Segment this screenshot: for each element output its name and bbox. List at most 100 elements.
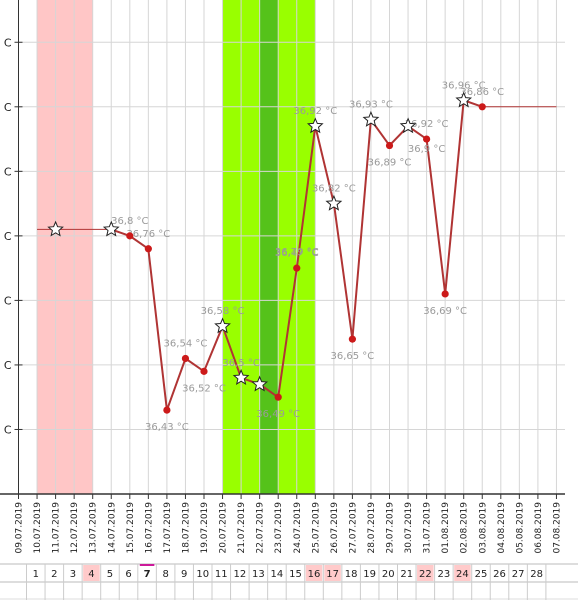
data-label: 36,58 °C — [201, 306, 245, 317]
x-tick-label: 23.07.2019 — [274, 502, 284, 554]
y-tick-label: C — [4, 359, 12, 372]
cycle-day-label: 3 — [70, 569, 76, 580]
cycle-day-label: 8 — [162, 569, 168, 580]
x-tick-label: 19.07.2019 — [200, 502, 210, 554]
chart-grid — [18, 0, 565, 494]
data-label: 36,86 °C — [460, 87, 504, 98]
dot-marker — [348, 335, 356, 343]
cycle-day-label: 9 — [181, 569, 187, 580]
cycle-day-label: 10 — [196, 569, 209, 580]
x-tick-label: 06.08.2019 — [534, 502, 544, 554]
cycle-day-label: 18 — [345, 569, 358, 580]
x-tick-label: 26.07.2019 — [330, 502, 340, 554]
cycle-day-label: 6 — [125, 569, 131, 580]
cycle-day-label: 4 — [88, 569, 94, 580]
x-tick-label: 04.08.2019 — [497, 502, 507, 554]
cycle-day-label: 13 — [252, 569, 265, 580]
data-label: 36,47 °C — [275, 248, 319, 259]
x-tick-label: 11.07.2019 — [52, 502, 62, 554]
dot-marker — [126, 232, 134, 240]
y-tick-label: C — [4, 165, 12, 178]
cycle-day-row: 1 2 3 4 5 6 7 8 9 10 11 12 13 14 15 16 17 18 19 20 21 22 23 24 2… — [0, 563, 578, 600]
cycle-day-label: 23 — [438, 569, 451, 580]
star-marker — [232, 368, 250, 385]
x-tick-label: 05.08.2019 — [515, 502, 525, 554]
cycle-day-highlight — [324, 565, 341, 581]
x-tick-label: 28.07.2019 — [367, 502, 377, 554]
star-marker — [399, 117, 417, 134]
cycle-day-label: 2 — [51, 569, 57, 580]
x-tick-label: 24.07.2019 — [293, 502, 303, 554]
y-tick-label: C — [4, 101, 12, 114]
star-marker — [306, 117, 324, 134]
cycle-day-label: 12 — [233, 569, 246, 580]
x-tick-label: 01.08.2019 — [441, 502, 451, 554]
x-tick-label: 30.07.2019 — [404, 502, 414, 554]
star-marker — [455, 91, 473, 108]
dot-marker — [163, 406, 171, 414]
y-tick-label: C — [4, 36, 12, 49]
x-tick-label: 17.07.2019 — [163, 502, 173, 554]
cycle-day-highlight — [417, 565, 434, 581]
cycle-day-label: 26 — [493, 569, 506, 580]
data-label: 36,79 °C — [275, 247, 319, 258]
data-label: 36,92 °C — [293, 106, 337, 117]
x-tick-label: 18.07.2019 — [181, 502, 191, 554]
chart-axes — [0, 0, 565, 495]
data-label: 36,69 °C — [423, 306, 467, 317]
y-tick-label: C — [4, 294, 12, 307]
data-labels: 36,8 °C 36,76 °C 36,43 °C 36,54 °C 36,52 °C 3… — [111, 80, 504, 433]
x-tick-label: 20.07.2019 — [219, 502, 229, 554]
x-tick-label: 29.07.2019 — [386, 502, 396, 554]
x-tick-label: 10.07.2019 — [33, 502, 43, 554]
dot-marker — [423, 135, 431, 143]
x-tick-label: 27.07.2019 — [348, 502, 358, 554]
data-label: 36,9 °C — [408, 144, 445, 155]
data-label: 36,8 °C — [111, 216, 148, 227]
x-tick-labels: 09.07.2019 10.07.2019 11.07.2019 12.07.2019… — [15, 494, 562, 554]
dot-marker — [441, 290, 449, 298]
dot-marker — [181, 354, 190, 363]
x-tick-label: 31.07.2019 — [423, 502, 433, 554]
cycle-day-label: 15 — [289, 569, 302, 580]
star-marker — [102, 220, 120, 237]
cycle-day-label: 16 — [308, 569, 321, 580]
data-label: 36,54 °C — [164, 338, 208, 349]
x-tick-label: 03.08.2019 — [478, 502, 488, 554]
star-marker — [251, 375, 269, 392]
dot-marker — [478, 103, 486, 111]
cycle-day-highlight — [305, 565, 323, 581]
data-label: 36,5 °C — [222, 358, 259, 369]
y-tick-label: C — [4, 423, 12, 436]
today-marker — [139, 564, 155, 566]
star-marker — [362, 110, 380, 127]
data-label: 36,49 °C — [256, 409, 300, 420]
y-tick-labels: C C C C C C C — [4, 36, 23, 436]
cycle-day-label: 5 — [107, 569, 113, 580]
cycle-day-label: 14 — [271, 569, 284, 580]
cycle-day-label: 20 — [382, 569, 395, 580]
data-label: 36,76 °C — [126, 229, 170, 240]
star-marker — [47, 220, 64, 237]
dot-marker — [144, 245, 152, 253]
cycle-day-label: 27 — [512, 569, 525, 580]
x-tick-label: 09.07.2019 — [15, 502, 25, 554]
data-label: 36,43 °C — [145, 422, 189, 433]
star-marker — [325, 194, 343, 211]
x-tick-label: 21.07.2019 — [237, 502, 247, 554]
phase-band — [259, 0, 279, 494]
cycle-day-highlight — [454, 565, 471, 581]
x-tick-label: 16.07.2019 — [144, 502, 154, 554]
cycle-day-label: 17 — [326, 569, 339, 580]
x-tick-label: 15.07.2019 — [126, 502, 136, 554]
cycle-day-label: 25 — [475, 569, 488, 580]
x-tick-label: 07.08.2019 — [552, 502, 562, 554]
dot-marker — [385, 141, 394, 150]
phase-band — [37, 0, 93, 494]
data-label: 36,92 °C — [405, 119, 449, 130]
x-tick-label: 13.07.2019 — [89, 502, 99, 554]
cycle-day-label: 11 — [215, 569, 228, 580]
y-tick-label: C — [4, 230, 12, 243]
data-label: 36,82 °C — [312, 184, 356, 195]
